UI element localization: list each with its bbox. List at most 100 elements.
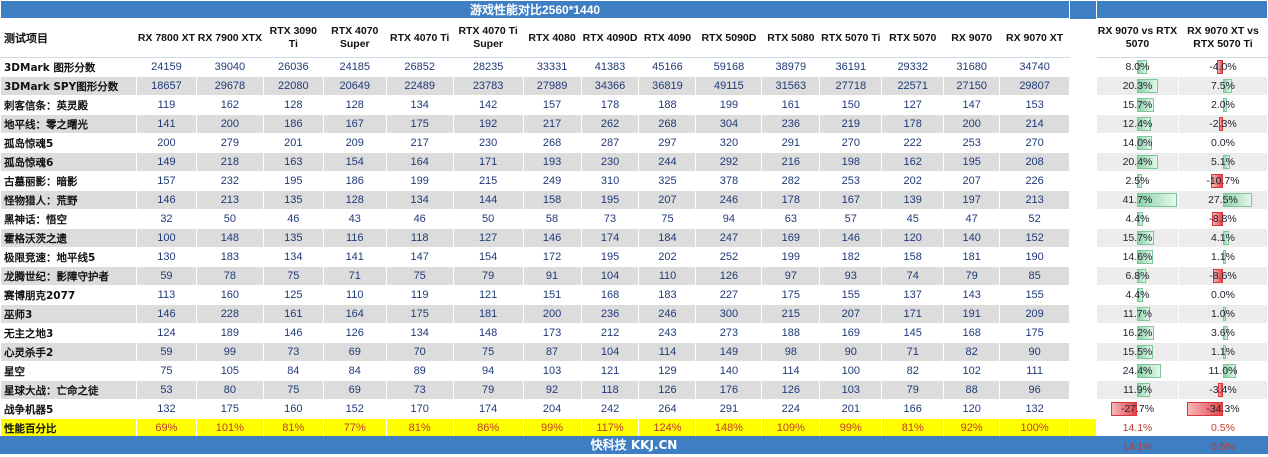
score-cell: 34740 bbox=[999, 57, 1071, 77]
positive-data-bar bbox=[1222, 250, 1227, 264]
table-row: 地平线：零之曙光 141 200 186 167 175 192 217 262 268 304 23… bbox=[0, 114, 1268, 134]
score-cell: 297 bbox=[638, 133, 697, 153]
score-cell: 31563 bbox=[761, 76, 821, 96]
score-cell: 149 bbox=[135, 152, 197, 172]
score-cell: 79 bbox=[452, 380, 524, 400]
score-cell: 110 bbox=[322, 285, 387, 305]
score-cell: 52 bbox=[999, 209, 1071, 229]
score-cell: 161 bbox=[262, 304, 324, 324]
column-gap bbox=[1069, 114, 1098, 134]
row-label-benchmark: 3DMark 图形分数 bbox=[0, 57, 137, 77]
score-cell: 304 bbox=[695, 114, 763, 134]
score-cell: 215 bbox=[452, 171, 524, 191]
score-cell: 236 bbox=[761, 114, 821, 134]
score-cell: 126 bbox=[761, 380, 821, 400]
comparison-cell: -4.0% bbox=[1177, 57, 1268, 77]
score-cell: 22489 bbox=[385, 76, 454, 96]
score-cell: 134 bbox=[262, 247, 324, 267]
comparison-cell: 15.7% bbox=[1096, 95, 1179, 115]
score-cell: 141 bbox=[135, 114, 197, 134]
score-cell: 69 bbox=[322, 342, 387, 362]
column-gap bbox=[1069, 380, 1098, 400]
score-cell: 226 bbox=[999, 171, 1071, 191]
comparison-cell: 11.7% bbox=[1096, 304, 1179, 324]
score-cell: 199 bbox=[761, 247, 821, 267]
comparison-cell: 0.0% bbox=[1177, 285, 1268, 305]
row-label-benchmark: 古墓丽影：暗影 bbox=[0, 171, 137, 191]
summary-cell: 86% bbox=[452, 418, 524, 438]
score-cell: 268 bbox=[638, 114, 697, 134]
score-cell: 158 bbox=[522, 190, 582, 210]
negative-data-bar bbox=[1212, 269, 1223, 283]
score-cell: 166 bbox=[881, 399, 945, 419]
positive-data-bar bbox=[1137, 307, 1150, 321]
table-row: 黑神话：悟空 32 50 46 43 46 50 58 73 75 94 63 57 45 47 52 4.4%… bbox=[0, 209, 1268, 229]
score-cell: 74 bbox=[881, 266, 945, 286]
score-cell: 268 bbox=[522, 133, 582, 153]
summary-cell: 81% bbox=[385, 418, 454, 438]
summary-cell: 109% bbox=[761, 418, 821, 438]
score-cell: 103 bbox=[819, 380, 883, 400]
score-cell: 82 bbox=[881, 361, 945, 381]
comparison-value: 0.0% bbox=[1211, 289, 1235, 301]
score-cell: 88 bbox=[943, 380, 1001, 400]
score-cell: 147 bbox=[385, 247, 454, 267]
row-header-label: 测试项目 bbox=[0, 18, 137, 58]
score-cell: 79 bbox=[452, 266, 524, 286]
score-cell: 124 bbox=[135, 323, 197, 343]
score-cell: 73 bbox=[580, 209, 640, 229]
table-row: 龙腾世纪：影障守护者 59 78 75 71 75 79 91 104 110 126 97 93 74 7… bbox=[0, 266, 1268, 286]
column-gap bbox=[1069, 342, 1098, 362]
score-cell: 227 bbox=[695, 285, 763, 305]
score-cell: 160 bbox=[262, 399, 324, 419]
comparison-cell: -3.4% bbox=[1177, 380, 1268, 400]
comparison-cell: 41.7% bbox=[1096, 190, 1179, 210]
table-title: 游戏性能对比2560*1440 bbox=[0, 0, 1071, 19]
score-cell: 119 bbox=[385, 285, 454, 305]
score-cell: 191 bbox=[943, 304, 1001, 324]
comparison-value: 15.7% bbox=[1122, 99, 1153, 111]
score-cell: 224 bbox=[761, 399, 821, 419]
score-cell: 59 bbox=[135, 342, 197, 362]
score-cell: 38979 bbox=[761, 57, 821, 77]
column-header-gpu: RX 7900 XTX bbox=[195, 18, 264, 58]
score-cell: 146 bbox=[135, 190, 197, 210]
comparison-cell: 1.1% bbox=[1177, 342, 1268, 362]
score-cell: 213 bbox=[195, 190, 264, 210]
summary-row-label: 性能百分比 bbox=[0, 418, 137, 438]
score-cell: 75 bbox=[262, 266, 324, 286]
comparison-value: 5.1% bbox=[1211, 156, 1235, 168]
table-row: 心灵杀手2 59 99 73 69 70 75 87 104 114 149 98 90 71 82 90 15… bbox=[0, 342, 1268, 362]
score-cell: 120 bbox=[943, 399, 1001, 419]
score-cell: 195 bbox=[580, 247, 640, 267]
score-cell: 168 bbox=[580, 285, 640, 305]
score-cell: 287 bbox=[580, 133, 640, 153]
comparison-cell: 5.1% bbox=[1177, 152, 1268, 172]
comparison-value: 14.6% bbox=[1122, 251, 1153, 263]
score-cell: 105 bbox=[195, 361, 264, 381]
row-label-benchmark: 刺客信条：英灵殿 bbox=[0, 95, 137, 115]
score-cell: 232 bbox=[195, 171, 264, 191]
comparison-cell: 7.5% bbox=[1177, 76, 1268, 96]
score-cell: 176 bbox=[695, 380, 763, 400]
column-header-gpu: RTX 4070 Super bbox=[322, 18, 387, 58]
comparison-value: 12.4% bbox=[1122, 118, 1153, 130]
score-cell: 202 bbox=[881, 171, 945, 191]
score-cell: 90 bbox=[999, 342, 1071, 362]
score-cell: 29807 bbox=[999, 76, 1071, 96]
score-cell: 57 bbox=[819, 209, 883, 229]
title-row: 游戏性能对比2560*1440 bbox=[0, 0, 1268, 19]
score-cell: 24159 bbox=[135, 57, 197, 77]
score-cell: 183 bbox=[638, 285, 697, 305]
score-cell: 200 bbox=[522, 304, 582, 324]
column-gap bbox=[1069, 171, 1098, 191]
column-gap bbox=[1069, 95, 1098, 115]
comparison-cell: 2.0% bbox=[1177, 95, 1268, 115]
positive-data-bar bbox=[1222, 98, 1227, 112]
score-cell: 126 bbox=[322, 323, 387, 343]
score-cell: 219 bbox=[819, 114, 883, 134]
positive-data-bar bbox=[1137, 250, 1153, 264]
comparison-value: 16.2% bbox=[1122, 327, 1153, 339]
score-cell: 33331 bbox=[522, 57, 582, 77]
score-cell: 20649 bbox=[322, 76, 387, 96]
